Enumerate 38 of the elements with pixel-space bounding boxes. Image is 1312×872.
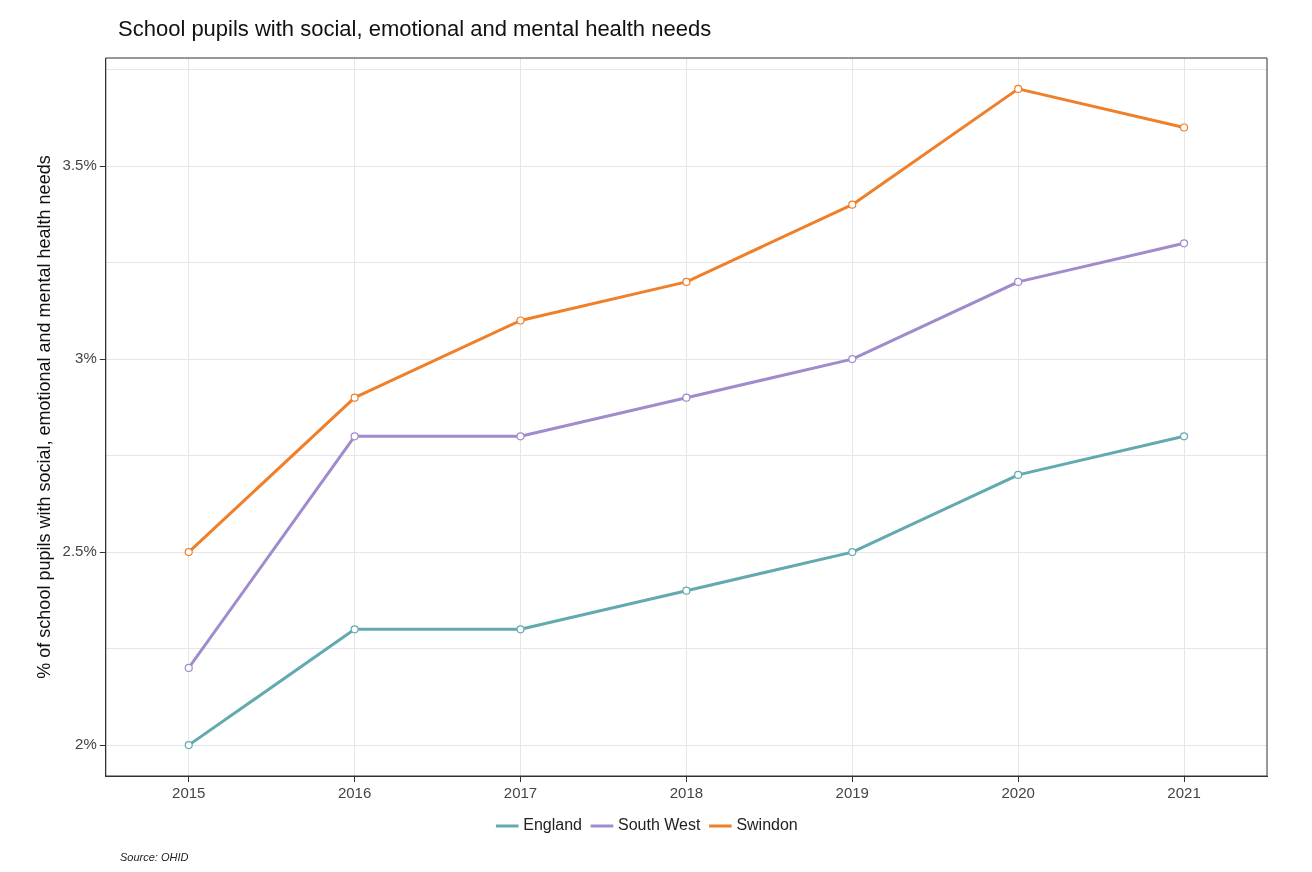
- point: [350, 432, 359, 441]
- y-tick-label: 3.5%: [62, 156, 97, 174]
- point: [848, 200, 857, 209]
- point: [1014, 470, 1023, 479]
- point: [516, 316, 525, 325]
- x-tick-label: 2018: [669, 784, 704, 802]
- point: [350, 625, 359, 634]
- point: [184, 663, 193, 673]
- point: [1179, 123, 1189, 132]
- point: [848, 548, 857, 557]
- y-axis-title: % of school pupils with social, emotional and mental health needs: [33, 155, 54, 679]
- y-tick-label: 2%: [75, 735, 97, 753]
- point: [682, 393, 691, 402]
- x-tick-label: 2019: [835, 784, 869, 802]
- x-tick-label: 2020: [1001, 784, 1035, 802]
- chart-title: School pupils with social, emotional and mental health needs: [118, 16, 712, 42]
- point: [682, 586, 691, 595]
- point: [682, 277, 691, 286]
- legend-label: England: [523, 816, 582, 834]
- y-tick-label: 3%: [75, 349, 97, 367]
- legend-label: South West: [617, 816, 701, 834]
- legend-label: Swindon: [736, 816, 798, 834]
- y-tick-label: 2.5%: [62, 542, 97, 560]
- source-note: Source: OHID: [120, 851, 189, 863]
- x-tick-label: 2017: [503, 784, 538, 802]
- point: [1179, 432, 1189, 441]
- x-tick-label: 2021: [1167, 784, 1201, 802]
- point: [350, 393, 359, 402]
- point: [1179, 239, 1189, 248]
- point: [1014, 277, 1023, 286]
- point: [848, 355, 857, 364]
- x-tick-label: 2016: [337, 784, 372, 802]
- point: [1014, 84, 1023, 93]
- point: [516, 625, 525, 634]
- point: [516, 432, 525, 441]
- point: [184, 548, 193, 557]
- x-tick-label: 2015: [172, 784, 206, 802]
- point: [184, 741, 193, 750]
